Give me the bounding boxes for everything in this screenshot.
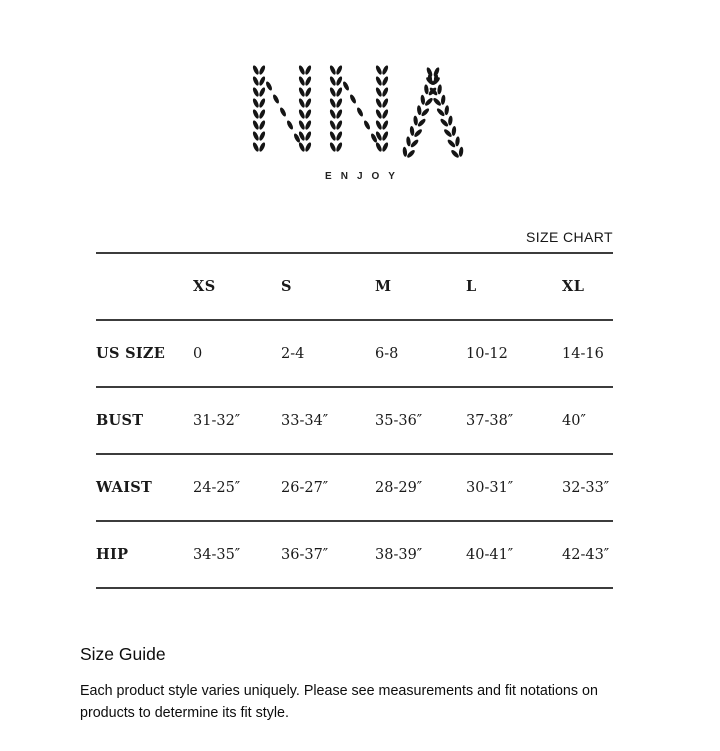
size-value: 34-35″: [193, 546, 241, 563]
size-value: 31-32″: [193, 412, 241, 429]
row-label: BUST: [96, 412, 144, 429]
column-header-s: S: [281, 278, 292, 295]
size-value: 24-25″: [193, 479, 241, 496]
column-header-l: L: [466, 278, 477, 295]
size-chart-title: SIZE CHART: [526, 229, 613, 245]
size-value: 40″: [562, 412, 586, 429]
size-value: 28-29″: [375, 479, 423, 496]
brand-logo-nna-icon: [252, 62, 468, 166]
size-value: 36-37″: [281, 546, 329, 563]
table-row-waist: WAIST 24-25″ 26-27″ 28-29″ 30-31″ 32-33″: [96, 453, 613, 520]
size-value: 2-4: [281, 345, 305, 362]
row-label: WAIST: [96, 479, 153, 496]
size-value: 40-41″: [466, 546, 514, 563]
brand-logo: ENJOY: [252, 62, 468, 182]
size-value: 26-27″: [281, 479, 329, 496]
size-chart-table: XS S M L XL US SIZE 0 2-4 6-8 10-12 14-1…: [96, 252, 613, 589]
column-header-m: M: [375, 278, 392, 295]
size-value: 30-31″: [466, 479, 514, 496]
size-guide-heading: Size Guide: [80, 644, 166, 664]
size-value: 10-12: [466, 345, 508, 362]
brand-tagline: ENJOY: [325, 171, 404, 182]
size-guide-section: Size Guide Each product style varies uni…: [80, 644, 636, 724]
size-value: 0: [193, 345, 203, 362]
table-row-hip: HIP 34-35″ 36-37″ 38-39″ 40-41″ 42-43″: [96, 520, 613, 587]
size-value: 33-34″: [281, 412, 329, 429]
size-value: 6-8: [375, 345, 399, 362]
column-header-xs: XS: [193, 278, 216, 295]
size-value: 38-39″: [375, 546, 423, 563]
column-header-xl: XL: [562, 278, 585, 295]
row-label: HIP: [96, 546, 129, 563]
size-value: 42-43″: [562, 546, 610, 563]
table-row-us-size: US SIZE 0 2-4 6-8 10-12 14-16: [96, 319, 613, 386]
size-value: 35-36″: [375, 412, 423, 429]
size-guide-body: Each product style varies uniquely. Plea…: [80, 683, 598, 722]
size-value: 32-33″: [562, 479, 610, 496]
row-label: US SIZE: [96, 345, 166, 362]
table-header-row: XS S M L XL: [96, 252, 613, 319]
table-row-bust: BUST 31-32″ 33-34″ 35-36″ 37-38″ 40″: [96, 386, 613, 453]
size-value: 14-16: [562, 345, 604, 362]
size-value: 37-38″: [466, 412, 514, 429]
letter-a: [399, 66, 466, 161]
